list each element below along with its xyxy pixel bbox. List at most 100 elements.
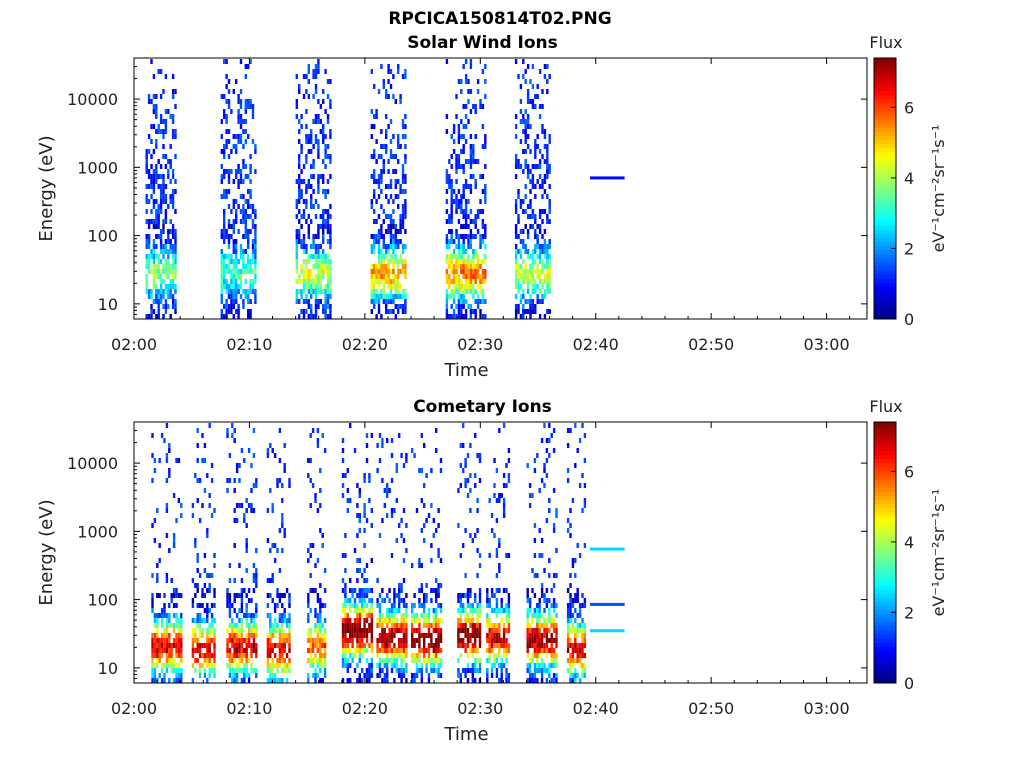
flux-cell <box>227 79 231 84</box>
flux-cell <box>552 488 556 493</box>
flux-cell <box>361 598 364 603</box>
flux-cell <box>302 249 306 254</box>
flux-cell <box>566 618 570 623</box>
flux-cell <box>324 299 327 304</box>
flux-cell <box>404 269 407 274</box>
flux-cell <box>191 643 195 648</box>
flux-cell <box>531 224 535 229</box>
flux-cell <box>307 648 310 653</box>
flux-cell <box>255 643 258 648</box>
flux-cell <box>462 264 465 269</box>
flux-cell <box>269 623 272 628</box>
flux-cell <box>462 299 465 304</box>
flux-cell <box>370 603 373 608</box>
flux-cell <box>298 194 301 199</box>
flux-cell <box>317 64 320 69</box>
flux-cell <box>351 653 354 658</box>
flux-cell <box>157 309 160 314</box>
flux-cell <box>172 613 176 618</box>
flux-cell <box>300 269 303 274</box>
flux-cell <box>533 628 537 633</box>
flux-cell <box>165 453 169 458</box>
flux-cell <box>437 638 440 643</box>
flux-cell <box>471 623 474 628</box>
colorbar-segment <box>874 172 896 177</box>
flux-cell <box>377 284 381 289</box>
flux-cell <box>536 269 539 274</box>
flux-cell <box>254 144 257 149</box>
flux-cell <box>457 259 461 264</box>
flux-cell <box>466 638 470 643</box>
flux-cell <box>170 648 173 653</box>
flux-cell <box>317 289 320 294</box>
flux-cell <box>254 254 257 259</box>
flux-cell <box>452 139 456 144</box>
flux-cell <box>314 234 318 239</box>
flux-cell <box>460 254 463 259</box>
flux-cell <box>450 239 453 244</box>
flux-cell <box>464 114 468 119</box>
flux-cell <box>251 114 255 119</box>
flux-cell <box>484 269 487 274</box>
flux-cell <box>329 99 332 104</box>
flux-cell <box>281 613 284 618</box>
flux-cell <box>269 488 272 493</box>
flux-cell <box>464 673 467 678</box>
flux-cell <box>526 229 530 234</box>
flux-cell <box>435 528 438 533</box>
flux-cell <box>430 623 433 628</box>
flux-cell <box>235 653 239 658</box>
flux-cell <box>425 613 428 618</box>
flux-cell <box>238 608 241 613</box>
flux-cell <box>314 259 318 264</box>
flux-cell <box>175 673 178 678</box>
flux-cell <box>151 523 154 528</box>
flux-cell <box>365 638 369 643</box>
flux-cell <box>399 224 402 229</box>
flux-cell <box>329 269 332 274</box>
flux-cell <box>255 613 258 618</box>
colorbar-segment <box>874 475 896 480</box>
flux-cell <box>254 279 257 284</box>
flux-cell <box>269 643 272 648</box>
flux-cell <box>404 154 407 159</box>
flux-cell <box>507 478 511 483</box>
flux-cell <box>358 593 361 598</box>
flux-cell <box>382 159 385 164</box>
flux-cell <box>223 264 226 269</box>
flux-cell <box>394 154 397 159</box>
flux-cell <box>514 174 518 179</box>
flux-cell <box>281 523 284 528</box>
flux-cell <box>466 628 470 633</box>
flux-cell <box>171 194 175 199</box>
flux-cell <box>324 224 327 229</box>
flux-cell <box>380 224 383 229</box>
flux-cell <box>519 269 523 274</box>
flux-cell <box>230 169 233 174</box>
colorbar-segment <box>874 540 896 545</box>
colorbar-segment <box>874 670 896 676</box>
flux-cell <box>401 224 405 229</box>
flux-cell <box>244 289 247 294</box>
flux-cell <box>370 264 373 269</box>
flux-cell <box>171 204 175 209</box>
flux-cell <box>534 144 537 149</box>
flux-cell <box>467 269 470 274</box>
flux-cell <box>322 159 325 164</box>
flux-cell <box>507 673 511 678</box>
flux-cell <box>150 164 153 169</box>
flux-cell <box>250 618 253 623</box>
flux-cell <box>231 633 234 638</box>
flux-cell <box>418 628 421 633</box>
flux-cell <box>411 618 414 623</box>
flux-cell <box>375 199 378 204</box>
flux-cell <box>239 294 243 299</box>
flux-cell <box>381 648 384 653</box>
flux-cell <box>386 483 389 488</box>
flux-cell <box>486 618 489 623</box>
flux-cell <box>566 528 570 533</box>
flux-cell <box>474 134 477 139</box>
flux-cell <box>370 648 373 653</box>
flux-cell <box>228 613 232 618</box>
flux-cell <box>455 199 458 204</box>
